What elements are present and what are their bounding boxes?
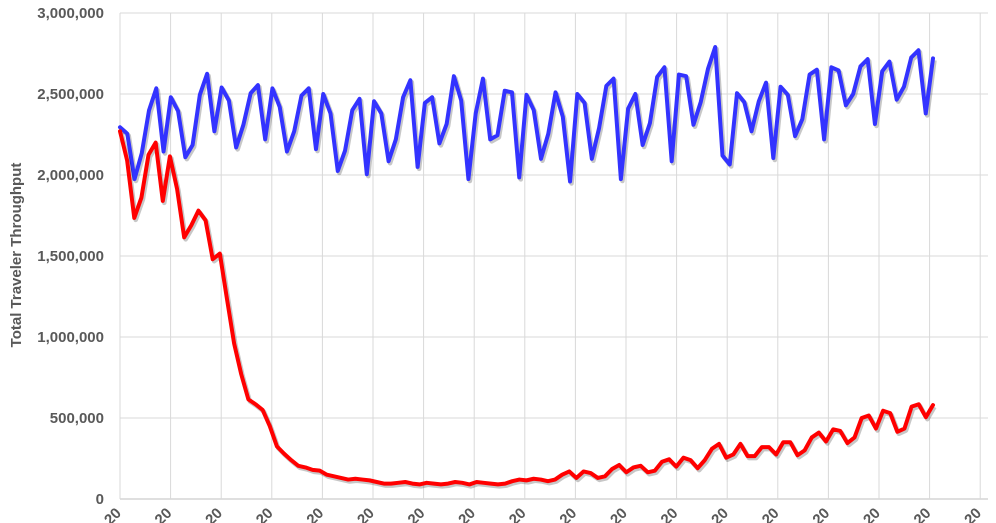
x-tick-label: 20 [658,505,682,523]
y-tick-label: 1,000,000 [37,329,104,346]
x-tick-label: 20 [202,505,226,523]
x-axis-tick-labels: 20 20 20 20 20 20 20 20 20 20 20 20 20 20 20 20 20 20 [101,505,985,523]
x-tick-label: 20 [556,505,580,523]
series-line-1 [118,45,935,184]
x-tick-label: 20 [303,505,327,523]
x-tick-label: 20 [354,505,378,523]
y-tick-label: 0 [96,491,104,508]
x-tick-label: 20 [759,505,783,523]
x-tick-label: 20 [253,505,277,523]
x-tick-label: 20 [961,505,985,523]
y-tick-label: 500,000 [50,410,104,427]
x-tick-label: 20 [708,505,732,523]
y-tick-label: 2,000,000 [37,167,104,184]
x-tick-label: 20 [405,505,429,523]
y-axis-title: Total Traveler Throughput [8,163,25,348]
y-axis-tick-labels: 0 500,000 1,000,000 1,500,000 2,000,000 2,500… [37,5,104,508]
series-lines [118,45,937,489]
x-tick-label: 20 [809,505,833,523]
series-line-2 [118,129,935,487]
y-tick-label: 1,500,000 [37,248,104,265]
x-tick-label: 20 [455,505,479,523]
x-tick-label: 20 [607,505,631,523]
y-tick-label: 2,500,000 [37,86,104,103]
series-line-shadow-2 [119,132,937,489]
x-tick-label: 20 [152,505,176,523]
x-tick-label: 20 [911,505,935,523]
x-tick-label: 20 [506,505,530,523]
x-tick-label: 20 [101,505,125,523]
x-tick-label: 20 [860,505,884,523]
y-tick-label: 3,000,000 [37,5,104,22]
